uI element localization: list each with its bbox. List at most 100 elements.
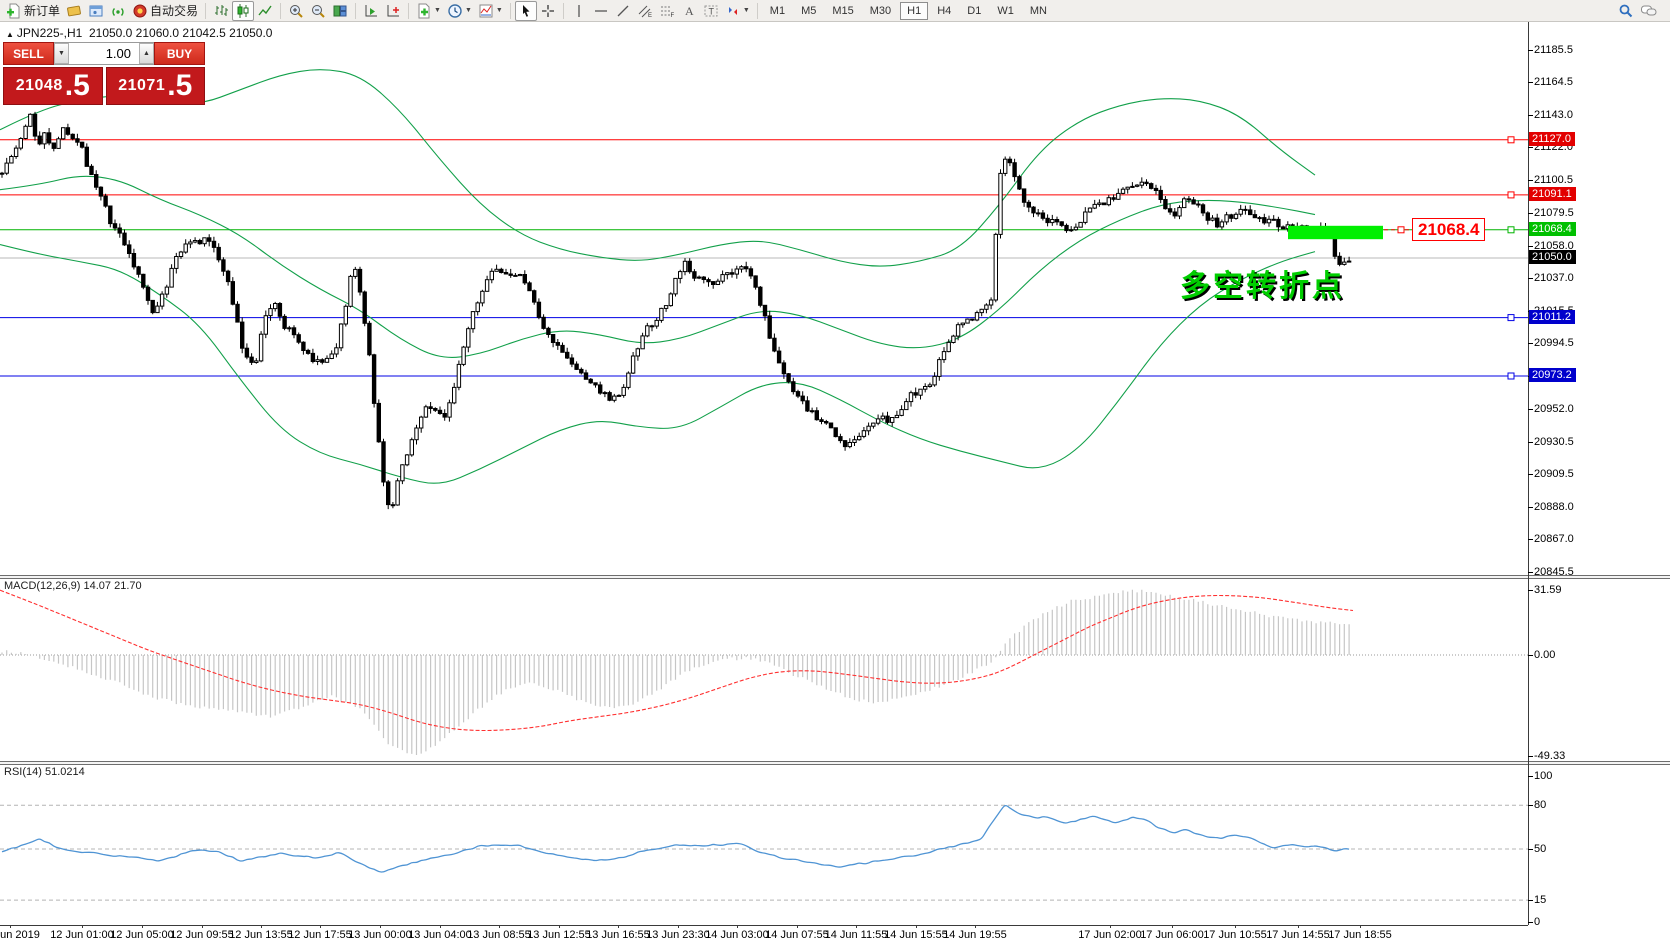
search-icon [1619, 4, 1633, 17]
time-axis-label: 13 Jun 12:55 [527, 929, 591, 941]
arrows-tool-button[interactable]: ▼ [722, 1, 753, 21]
time-tick-mark [82, 925, 83, 928]
turning-point-annotation[interactable]: 多空转折点 [1180, 270, 1345, 303]
axis-tick-mark [1528, 180, 1533, 182]
buy-button[interactable]: BUY [154, 42, 205, 65]
period-button[interactable]: ▼ [444, 1, 475, 21]
timeframe-m5[interactable]: M5 [801, 4, 817, 17]
tile-windows-button[interactable] [329, 1, 351, 21]
collapse-triangle-icon[interactable]: ▲ [6, 30, 14, 39]
clock-icon [448, 3, 462, 18]
templates-button[interactable]: ▼ [413, 1, 444, 21]
timeframe-mn[interactable]: MN [1029, 4, 1047, 17]
timeframe-m1[interactable]: M1 [769, 4, 786, 17]
timeframe-d1[interactable]: D1 [967, 4, 982, 17]
auto-scroll-button[interactable] [360, 1, 382, 21]
zoom-in-button[interactable] [285, 1, 307, 21]
sell-price-fraction: .5 [64, 69, 90, 102]
data-window-button[interactable] [85, 1, 107, 21]
text-label-icon: T [704, 5, 718, 16]
timeframe-h4[interactable]: H4 [937, 4, 952, 17]
search-button[interactable] [1615, 1, 1637, 21]
volume-input[interactable]: 1.00 [105, 46, 131, 61]
price-axis-label: 0 [1534, 916, 1541, 928]
main-chart-canvas[interactable] [0, 22, 1528, 575]
text-tool-button[interactable]: A [678, 1, 700, 21]
fibonacci-icon: F [660, 6, 674, 19]
timeframe-h1[interactable]: H1 [900, 1, 929, 20]
axis-tick-mark [1528, 49, 1533, 51]
indicators-icon [479, 4, 493, 17]
zoom-out-button[interactable] [307, 1, 329, 21]
axis-tick-mark [1528, 590, 1533, 592]
new-order-icon [7, 3, 20, 18]
time-tick-mark [559, 925, 560, 928]
timeframe-m30[interactable]: M30 [869, 4, 892, 17]
trend-line-icon [617, 5, 629, 16]
macd-panel-canvas[interactable] [0, 579, 1528, 761]
chat-button[interactable] [1637, 1, 1661, 21]
time-tick-mark [975, 925, 976, 928]
price-tag-annotation[interactable]: 21068.4 [1412, 218, 1486, 241]
price-axis-label: 21037.0 [1534, 271, 1574, 284]
chevron-down-icon: ▼ [495, 7, 503, 14]
horizontal-line-icon [594, 9, 607, 12]
axis-tick-mark [1528, 655, 1533, 656]
line-chart-mode-button[interactable] [254, 1, 276, 21]
axis-tick-mark [1528, 473, 1533, 475]
trend-line-tool-button[interactable] [612, 1, 634, 21]
time-axis-label: 17 Jun 18:55 [1328, 929, 1392, 941]
crosshair-tool-button[interactable] [537, 1, 559, 21]
time-tick-mark [261, 925, 262, 928]
buy-price-tile[interactable]: 21071.5 [105, 67, 205, 105]
market-watch-button[interactable] [63, 1, 85, 21]
axis-tick-mark [1528, 277, 1533, 279]
axis-tick-mark [1528, 775, 1533, 777]
cursor-tool-button[interactable] [514, 0, 537, 21]
volume-decrease-button[interactable]: ▼ [54, 43, 69, 64]
price-axis-label: 21079.5 [1534, 206, 1574, 219]
toolbar-separator [355, 2, 357, 19]
price-badge: 21127.0 [1529, 131, 1575, 146]
sell-price-main: 21048 [15, 77, 63, 94]
time-axis-label: 13 Jun 16:55 [586, 929, 650, 941]
price-axis-label: 80 [1534, 799, 1547, 812]
price-axis-label: 21100.5 [1534, 174, 1573, 187]
tile-windows-icon [333, 5, 347, 16]
market-watch-icon [67, 5, 81, 16]
sell-price-tile[interactable]: 21048.5 [3, 67, 103, 105]
candlestick-mode-button[interactable] [232, 0, 255, 21]
vertical-line-icon [578, 4, 580, 17]
axis-tick-mark [1528, 408, 1533, 410]
text-label-tool-button[interactable]: T [700, 1, 722, 21]
bar-chart-mode-button[interactable] [210, 1, 232, 21]
chart-shift-button[interactable] [382, 1, 404, 21]
line-chart-icon [258, 5, 272, 15]
timeframe-m15[interactable]: M15 [832, 4, 854, 17]
timeframe-group: M1 M5 M15 M30 H1 H4 D1 W1 MN [762, 1, 1055, 20]
arrows-icon [728, 6, 737, 15]
sell-button[interactable]: SELL [3, 42, 54, 65]
volume-increase-button[interactable]: ▲ [139, 43, 154, 64]
fibonacci-tool-button[interactable]: F [656, 1, 678, 21]
horizontal-line-tool-button[interactable] [590, 1, 612, 21]
bar-chart-icon [215, 4, 229, 16]
time-tick-mark [1172, 925, 1173, 928]
new-order-button[interactable]: 新订单 [3, 1, 63, 21]
equidistant-channel-tool-button[interactable]: E [634, 1, 656, 21]
time-axis-label: 17 Jun 10:55 [1203, 929, 1267, 941]
toolbar-separator [205, 2, 207, 19]
axis-tick-mark [1528, 441, 1533, 443]
auto-trading-button[interactable]: 自动交易 [129, 1, 201, 21]
panel-separator[interactable] [0, 761, 1670, 765]
panel-separator[interactable] [0, 575, 1670, 579]
timeframe-w1[interactable]: W1 [997, 4, 1014, 17]
vertical-line-tool-button[interactable] [568, 1, 590, 21]
axis-tick-mark [1528, 147, 1533, 149]
price-badge: 21011.2 [1529, 309, 1575, 324]
macd-histogram [1, 589, 1350, 755]
indicators-button[interactable]: ▼ [475, 1, 506, 21]
rsi-panel-canvas[interactable] [0, 765, 1528, 925]
signals-button[interactable] [107, 1, 129, 21]
time-axis-label: 13 Jun 08:55 [467, 929, 531, 941]
